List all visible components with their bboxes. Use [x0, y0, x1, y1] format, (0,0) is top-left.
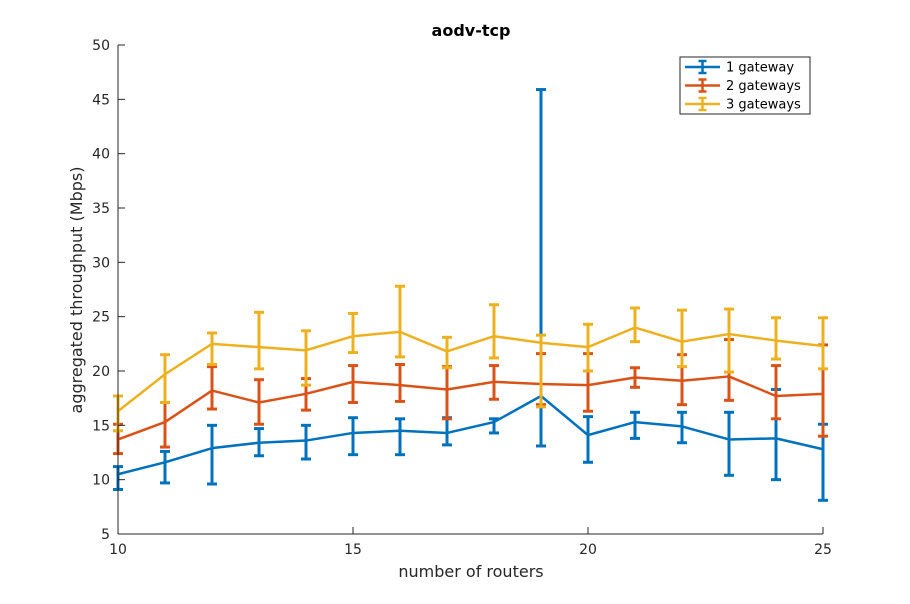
legend-entry-1: 1 gateway — [685, 59, 794, 76]
legend-label: 3 gateways — [726, 98, 801, 113]
y-tick-label: 45 — [92, 92, 110, 108]
legend-label: 1 gateway — [726, 61, 794, 76]
y-tick-label: 50 — [92, 38, 110, 54]
legend-entry-3: 3 gateways — [685, 96, 801, 113]
legend-label: 2 gateways — [726, 79, 801, 94]
y-tick-label: 40 — [92, 147, 110, 163]
series-line — [117, 375, 824, 441]
series-1 — [113, 88, 828, 502]
y-tick-label: 5 — [101, 527, 110, 543]
series-line — [117, 394, 824, 476]
y-tick-label: 30 — [92, 255, 110, 271]
series-3 — [113, 284, 828, 433]
y-tick-label: 10 — [92, 473, 110, 489]
y-tick-label: 25 — [92, 310, 110, 326]
y-tick-label: 35 — [92, 201, 110, 217]
y-tick-label: 15 — [92, 418, 110, 434]
x-tick-label: 10 — [109, 542, 127, 558]
plot-area — [113, 88, 828, 502]
chart-title: aodv-tcp — [432, 21, 511, 40]
x-tick-label: 15 — [344, 542, 362, 558]
legend-entry-2: 2 gateways — [685, 78, 801, 94]
legend: 1 gateway 2 gateways 3 gateways — [679, 56, 811, 115]
y-tick-label: 20 — [92, 364, 110, 380]
series-line — [117, 326, 824, 413]
x-tick-label: 20 — [579, 542, 597, 558]
y-axis-label: aggregated throughput (Mbps) — [67, 167, 86, 414]
x-axis-label: number of routers — [398, 562, 543, 581]
x-tick-label: 25 — [814, 542, 832, 558]
